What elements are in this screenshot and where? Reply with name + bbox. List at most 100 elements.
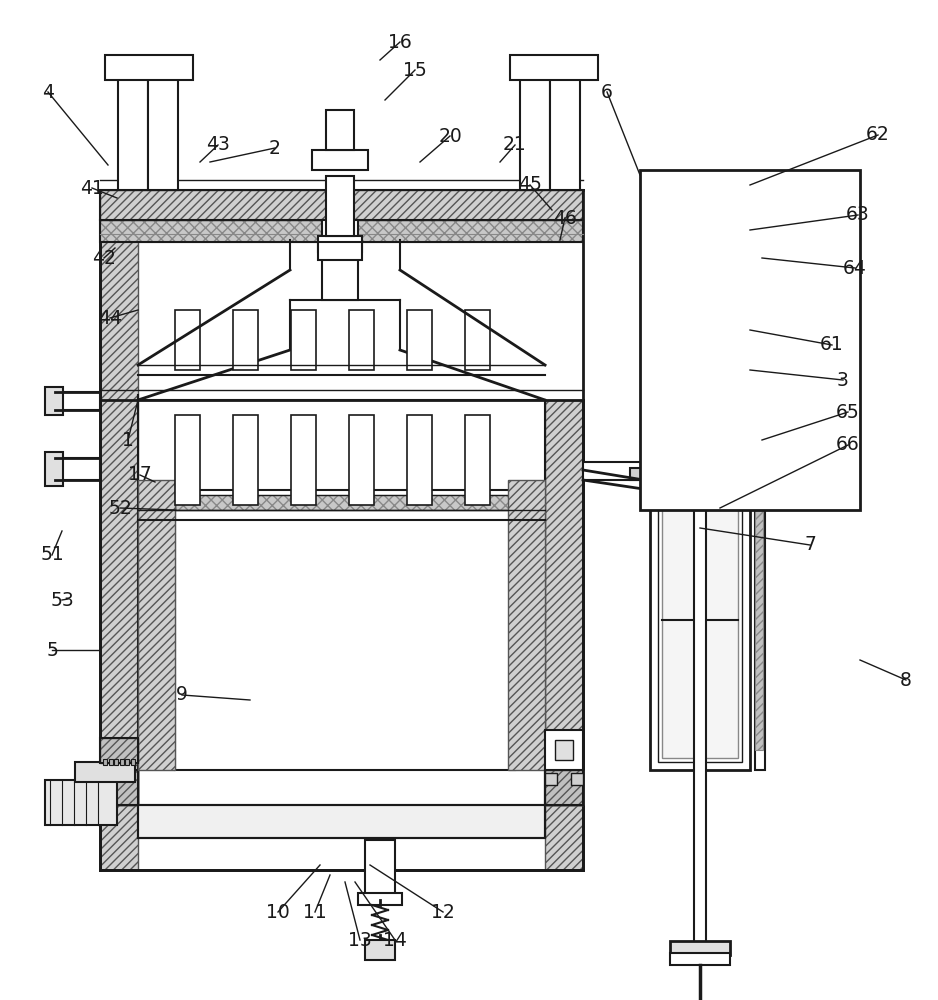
Bar: [545, 773, 557, 785]
Text: 51: 51: [40, 546, 64, 564]
Bar: [407, 415, 432, 505]
Bar: [138, 805, 545, 838]
Bar: [100, 738, 138, 763]
Bar: [407, 310, 432, 370]
Bar: [233, 415, 258, 505]
Bar: [109, 759, 113, 765]
Bar: [138, 480, 175, 770]
Bar: [545, 730, 583, 770]
Bar: [100, 190, 583, 220]
Text: 20: 20: [438, 126, 461, 145]
Text: 65: 65: [836, 402, 860, 422]
Bar: [100, 190, 583, 870]
Bar: [694, 490, 706, 950]
Bar: [130, 759, 134, 765]
Text: 17: 17: [129, 466, 152, 485]
Bar: [332, 152, 348, 168]
Text: 4: 4: [42, 83, 54, 102]
Bar: [555, 740, 573, 760]
Text: 21: 21: [503, 135, 527, 154]
Text: 45: 45: [518, 176, 542, 194]
Bar: [358, 893, 402, 905]
Bar: [755, 490, 765, 770]
Bar: [465, 310, 490, 370]
Text: 61: 61: [820, 336, 844, 355]
Bar: [100, 738, 138, 763]
Text: 64: 64: [843, 258, 867, 277]
Bar: [312, 150, 368, 170]
Bar: [100, 770, 138, 805]
Bar: [583, 462, 650, 480]
Bar: [640, 170, 860, 510]
Bar: [349, 415, 374, 505]
Text: 46: 46: [553, 209, 577, 228]
Bar: [326, 110, 354, 150]
Bar: [100, 220, 583, 242]
Bar: [318, 236, 362, 252]
Text: 62: 62: [866, 125, 890, 144]
Bar: [658, 498, 742, 762]
Bar: [175, 310, 200, 370]
Text: 13: 13: [348, 930, 371, 950]
Bar: [545, 400, 583, 870]
Bar: [545, 770, 583, 805]
Text: 43: 43: [206, 135, 230, 154]
Bar: [670, 953, 730, 965]
Text: 1: 1: [122, 430, 134, 450]
Text: 16: 16: [388, 32, 412, 51]
Bar: [100, 770, 138, 805]
Bar: [365, 840, 395, 900]
Bar: [100, 190, 583, 220]
Bar: [118, 70, 148, 190]
Bar: [291, 415, 316, 505]
Bar: [55, 458, 100, 480]
Bar: [125, 759, 129, 765]
Text: 8: 8: [900, 670, 912, 690]
Bar: [100, 765, 138, 805]
Bar: [571, 773, 583, 785]
Text: 5: 5: [46, 641, 58, 660]
Bar: [105, 55, 193, 80]
Bar: [175, 415, 200, 505]
Bar: [465, 415, 490, 505]
Bar: [119, 759, 124, 765]
Bar: [233, 310, 258, 370]
Bar: [100, 770, 138, 805]
Text: 41: 41: [80, 178, 104, 198]
Bar: [365, 940, 395, 960]
Text: 52: 52: [108, 498, 132, 518]
Bar: [545, 770, 583, 805]
Bar: [755, 510, 763, 750]
Bar: [334, 244, 346, 258]
Text: 10: 10: [266, 902, 290, 922]
Text: 9: 9: [176, 686, 188, 704]
Bar: [175, 495, 515, 510]
Bar: [520, 70, 550, 190]
Bar: [100, 220, 583, 242]
Bar: [148, 70, 178, 190]
Bar: [545, 770, 583, 805]
Bar: [318, 242, 362, 260]
Bar: [291, 310, 316, 370]
Bar: [114, 759, 118, 765]
Bar: [550, 70, 580, 190]
Text: 3: 3: [837, 370, 849, 389]
Text: 7: 7: [804, 536, 816, 554]
Text: 2: 2: [269, 138, 281, 157]
Text: 14: 14: [383, 930, 407, 950]
Bar: [545, 770, 583, 805]
Text: 63: 63: [846, 206, 870, 225]
Bar: [322, 220, 358, 300]
Bar: [685, 472, 715, 490]
Bar: [670, 941, 730, 955]
Bar: [175, 495, 515, 510]
Bar: [103, 759, 107, 765]
Text: 44: 44: [98, 308, 122, 328]
Bar: [545, 765, 583, 805]
Text: 66: 66: [836, 436, 860, 454]
Bar: [662, 502, 738, 758]
Bar: [326, 176, 354, 236]
Text: 12: 12: [431, 902, 455, 922]
Bar: [630, 468, 654, 480]
Bar: [138, 805, 545, 838]
